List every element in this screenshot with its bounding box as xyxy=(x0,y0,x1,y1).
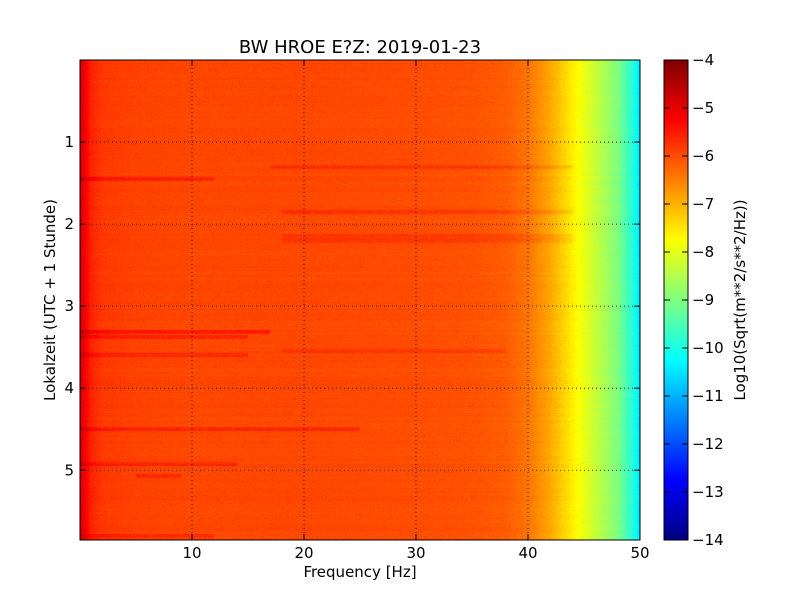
y-tick-label: 1 xyxy=(64,133,74,151)
x-tick-label: 40 xyxy=(518,544,537,562)
colorbar-tick-label: −7 xyxy=(692,195,714,213)
colorbar-tick-label: −10 xyxy=(692,339,724,357)
x-tick-label: 10 xyxy=(182,544,201,562)
y-tick-label: 2 xyxy=(64,215,74,233)
heatmap-area xyxy=(80,60,640,540)
colorbar-tick-label: −5 xyxy=(692,99,714,117)
colorbar-tick-label: −4 xyxy=(692,51,714,69)
colorbar-tick-label: −13 xyxy=(692,483,724,501)
grid-lines xyxy=(80,60,641,540)
x-tick-label: 20 xyxy=(294,544,313,562)
x-axis-label: Frequency [Hz] xyxy=(303,563,416,581)
colorbar-tick-label: −14 xyxy=(692,531,724,549)
colorbar-tick-label: −6 xyxy=(692,147,714,165)
colorbar-tick-label: −8 xyxy=(692,243,714,261)
y-axis-label: Lokalzeit (UTC + 1 Stunde) xyxy=(41,199,59,401)
colorbar-tick-label: −12 xyxy=(692,435,724,453)
x-tick-label: 30 xyxy=(406,544,425,562)
colorbar-tick-label: −11 xyxy=(692,387,724,405)
heatmap-canvas xyxy=(80,60,640,540)
plot-frame xyxy=(79,59,641,541)
x-axis: 10 20 30 40 50 xyxy=(182,60,650,562)
colorbar-label: Log10(Sqrt(m**2/s**2/Hz)) xyxy=(731,199,749,400)
y-axis: 1 2 3 4 5 xyxy=(64,133,640,479)
colorbar-ticks: −4 −5 −6 −7 −8 −9 −10 −11 −12 −13 −14 xyxy=(664,51,724,549)
y-tick-label: 4 xyxy=(64,379,74,397)
colorbar-tick-label: −9 xyxy=(692,291,714,309)
chart-title: BW HROE E?Z: 2019-01-23 xyxy=(239,37,481,58)
x-tick-label: 50 xyxy=(630,544,649,562)
y-tick-label: 5 xyxy=(64,461,74,479)
y-tick-label: 3 xyxy=(64,297,74,315)
